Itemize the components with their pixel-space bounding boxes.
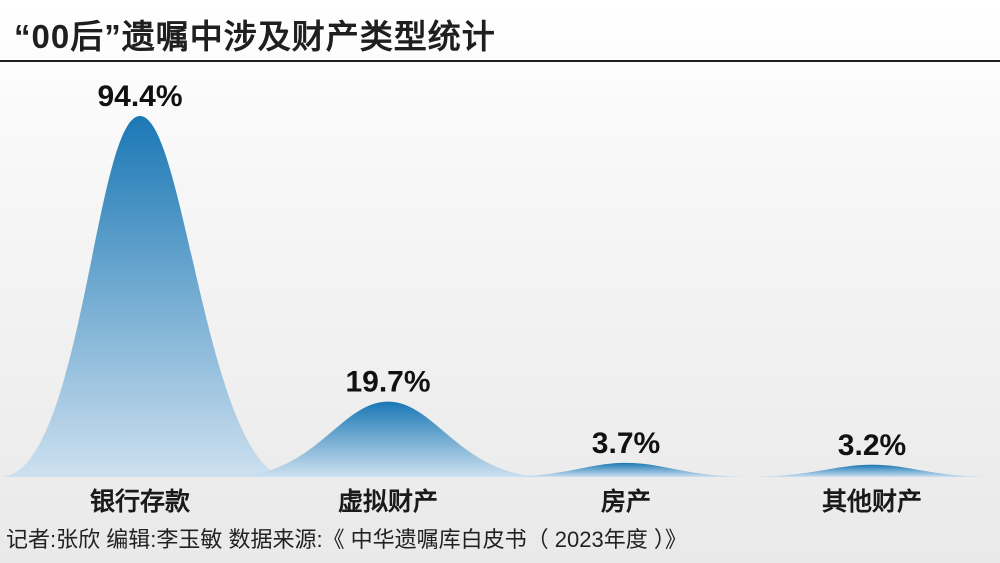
value-label-3: 3.7% [592,427,660,460]
peak-group [0,116,1000,477]
title-divider [0,60,1000,62]
value-label-4: 3.2% [838,429,906,462]
value-label-group: 94.4% 19.7% 3.7% 3.2% [97,80,906,462]
peak-3 [496,462,756,477]
source-credit: 记者:张欣 编辑:李玉敏 数据来源:《 中华遗嘱库白皮书（ 2023年度 ）》 [6,527,687,552]
chart-title: “00后”遗嘱中涉及财产类型统计 [14,18,496,55]
value-label-1: 94.4% [97,80,182,113]
peak-1 [0,116,290,477]
category-label-4: 其他财产 [822,487,922,516]
peak-4 [742,464,1000,477]
peak-2 [228,401,548,477]
category-label-group: 银行存款 虚拟财产 房产 其他财产 [90,487,922,516]
category-label-2: 虚拟财产 [338,488,438,516]
category-label-3: 房产 [601,487,651,516]
category-label-1: 银行存款 [90,488,191,516]
value-label-2: 19.7% [345,366,430,399]
